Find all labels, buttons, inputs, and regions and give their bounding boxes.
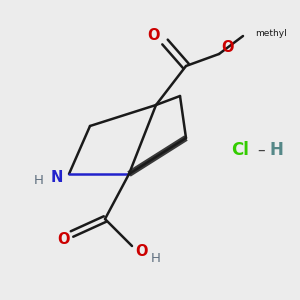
Text: N: N: [51, 169, 63, 184]
Text: Cl: Cl: [231, 141, 249, 159]
Text: H: H: [34, 173, 44, 187]
Text: methyl: methyl: [255, 28, 287, 38]
Text: –: –: [257, 142, 265, 158]
Text: H: H: [151, 251, 161, 265]
Text: O: O: [222, 40, 234, 56]
Text: O: O: [57, 232, 69, 247]
Text: O: O: [135, 244, 147, 260]
Text: H: H: [269, 141, 283, 159]
Text: O: O: [147, 28, 159, 44]
